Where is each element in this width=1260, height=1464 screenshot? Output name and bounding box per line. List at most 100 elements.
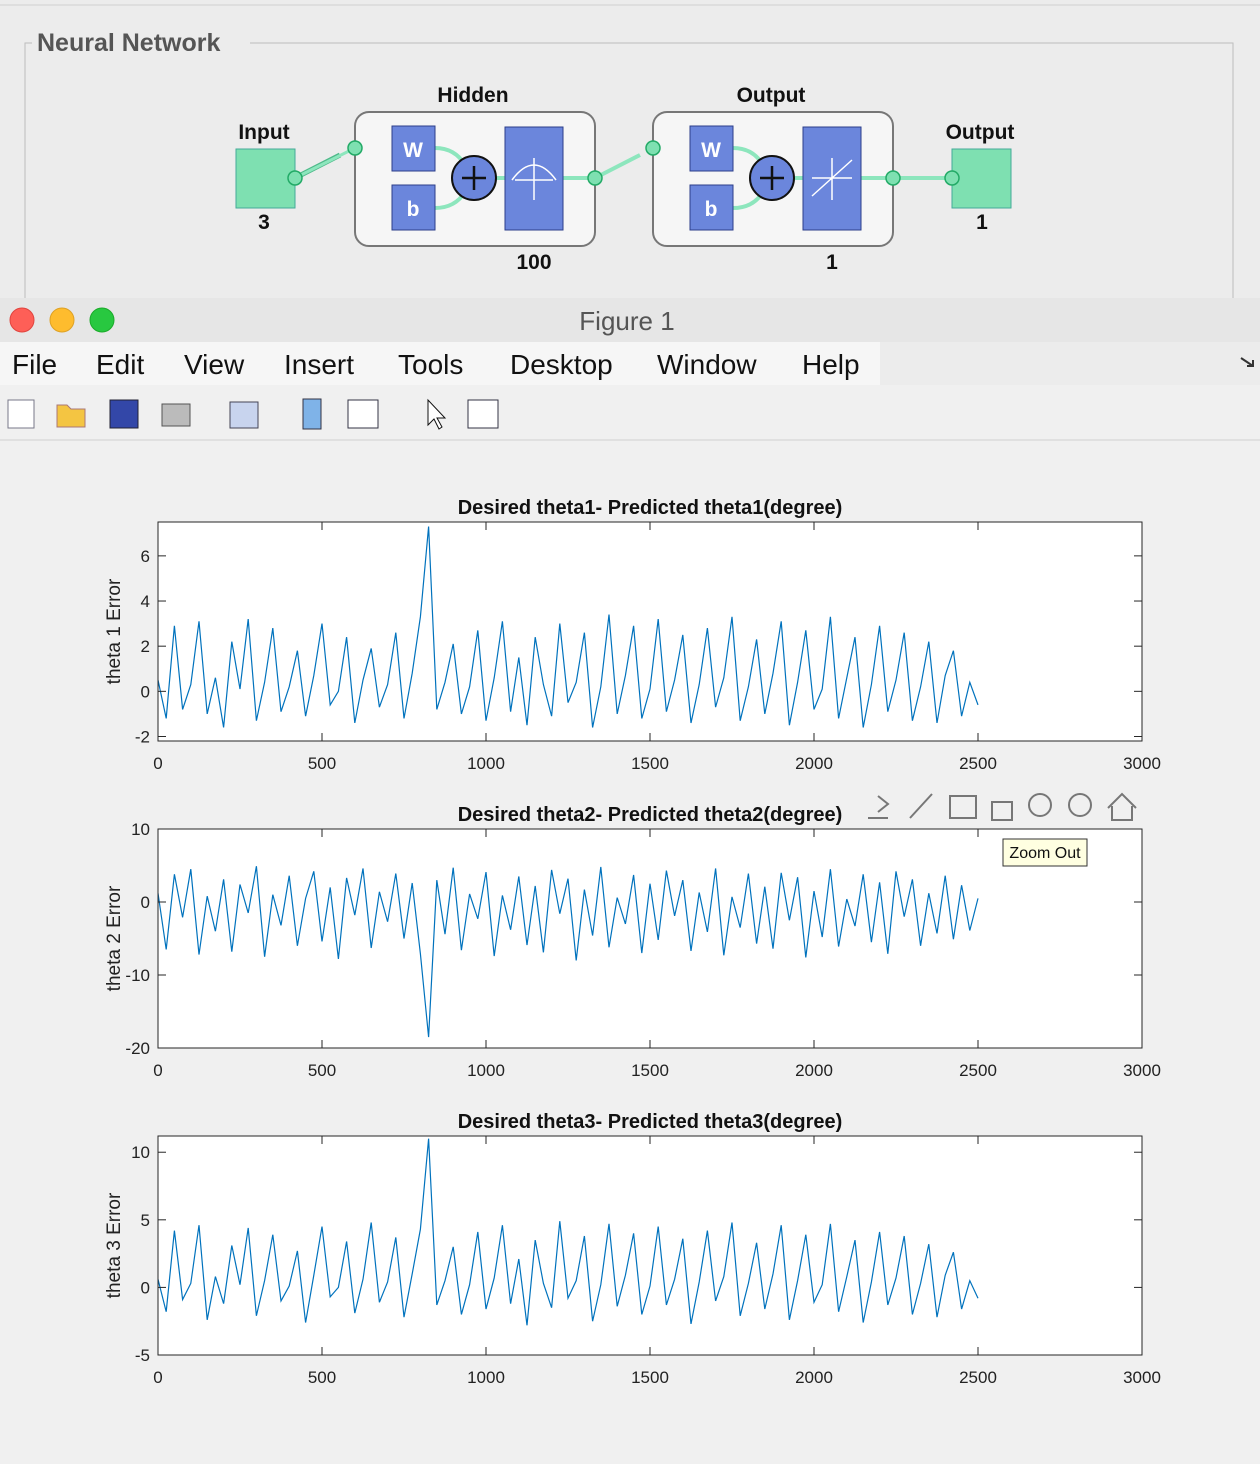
property-icon[interactable] [467,399,499,429]
open-icon[interactable] [56,404,86,428]
print-figure-icon[interactable] [229,401,259,429]
y-axis-label: theta 1 Error [104,578,125,684]
brush-icon[interactable] [909,793,933,819]
axes: 0 500 1000 1500 2000 2500 3000 -20 -10 0 10 Desired… [104,804,1161,1080]
weight-box [689,125,734,172]
new-icon[interactable] [7,399,35,429]
save-icon[interactable] [109,399,139,429]
menu-item[interactable]: Tools [398,349,463,380]
menu-item[interactable]: Help [802,349,860,380]
weight-label: W [701,139,721,162]
data-line [158,1138,979,1326]
weight-label: W [403,139,423,162]
y-tick-label: 0 [141,682,150,701]
input-size: 3 [258,211,270,234]
x-tick-label: 1000 [467,754,505,773]
x-tick-label: 3000 [1123,1061,1161,1080]
x-tick-label: 500 [308,1061,336,1080]
x-tick-label: 2500 [959,1061,997,1080]
plot [158,526,979,728]
y-tick-label: -2 [135,727,150,746]
input-box [235,148,296,209]
x-tick-label: 1500 [631,754,669,773]
y-tick-label: 0 [141,893,150,912]
menu-item[interactable]: Desktop [510,349,613,380]
data-line [158,866,979,1038]
x-tick-label: 1500 [631,1061,669,1080]
data-tip-icon[interactable] [949,795,977,819]
y-tick-label: 2 [141,637,150,656]
menu-item[interactable]: Edit [96,349,144,380]
plot-area [158,829,1142,1048]
output-box [951,148,1012,209]
x-tick-label: 0 [153,1061,162,1080]
chart-title: Desired theta1- Predicted theta1(degree) [458,497,843,519]
x-tick-label: 3000 [1123,754,1161,773]
x-tick-label: 2000 [795,1061,833,1080]
zoom-out-icon[interactable] [1068,793,1092,817]
zoom-button[interactable] [89,307,115,333]
x-tick-label: 1000 [467,1368,505,1387]
close-button[interactable] [9,307,35,333]
x-tick-label: 1500 [631,1368,669,1387]
pointer-icon[interactable] [427,398,447,430]
y-tick-label: 0 [141,1278,150,1297]
hidden-size: 100 [516,251,551,274]
export-icon[interactable] [868,795,890,819]
bias-label: b [705,198,718,221]
menu-item[interactable]: File [12,349,57,380]
y-tick-label: 10 [131,1143,150,1162]
title-bar [0,298,1260,342]
x-tick-label: 2000 [795,754,833,773]
axes-toolbar [868,792,1137,821]
bias-box [391,184,436,231]
x-tick-label: 2500 [959,1368,997,1387]
y-tick-label: 6 [141,547,150,566]
pan-icon[interactable] [991,801,1013,821]
print-icon[interactable] [161,403,191,427]
group-title-bg [32,28,250,58]
menu-item[interactable]: Insert [284,349,354,380]
input-label: Input [238,121,289,144]
y-tick-label: 5 [141,1211,150,1230]
minimize-button[interactable] [49,307,75,333]
hidden-label: Hidden [437,84,508,107]
output-label: Output [946,121,1015,144]
zoom-in-icon[interactable] [1028,793,1052,817]
plot-area [158,1136,1142,1355]
x-tick-label: 1000 [467,1061,505,1080]
chart-title: Desired theta3- Predicted theta3(degree) [458,1111,843,1133]
plot [158,1138,979,1326]
menu-item[interactable]: Window [657,349,757,380]
bias-box [689,184,734,231]
x-tick-label: 2000 [795,1368,833,1387]
x-tick-label: 500 [308,1368,336,1387]
group-title: Neural Network [37,29,220,57]
weight-box [391,125,436,172]
home-icon[interactable] [1107,792,1137,821]
menu-bar-rest [880,342,1260,385]
menus: File Edit View Insert Tools Desktop Window Help [12,349,860,380]
menu-item[interactable]: View [184,349,245,380]
bias-label: b [407,198,420,221]
tooltip-box [1002,838,1088,867]
network-diagram: Input 3 Hidden 100 W b Output 1 W b Outp… [235,84,1015,274]
menu-arrow[interactable] [1240,357,1254,367]
legend-icon[interactable] [347,399,379,429]
x-tick-label: 0 [153,1368,162,1387]
y-axis-label: theta 2 Error [104,885,125,991]
colorbar-icon[interactable] [302,398,322,430]
tooltip: Zoom Out [1009,845,1081,862]
chart-title: Desired theta2- Predicted theta2(degree) [458,804,843,826]
x-tick-label: 0 [153,754,162,773]
plot-area [158,522,1142,741]
x-tick-label: 3000 [1123,1368,1161,1387]
plot [158,866,979,1038]
y-tick-label: 4 [141,592,150,611]
y-tick-label: 10 [131,820,150,839]
y-axis-label: theta 3 Error [104,1192,125,1298]
